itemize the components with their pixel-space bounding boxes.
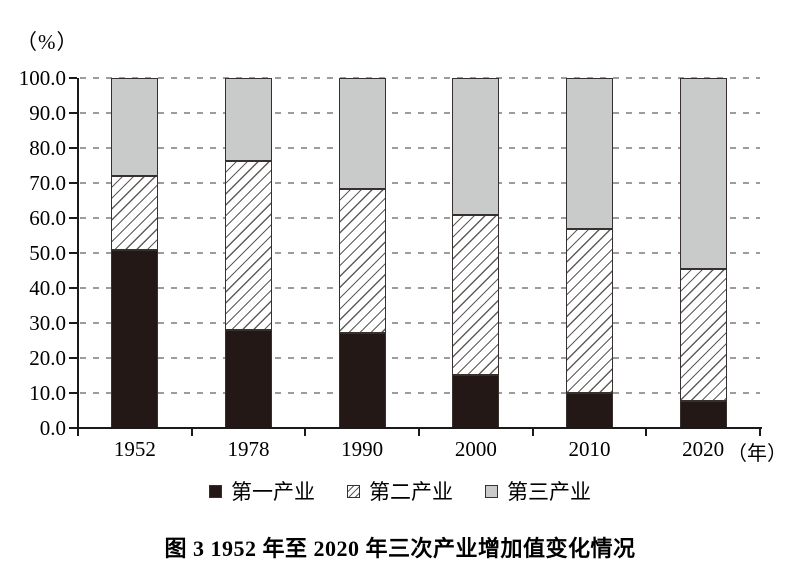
gridline-80 xyxy=(80,147,760,149)
legend: 第一产业 第二产业 第三产业 xyxy=(0,476,800,506)
y-axis-tick-label-20.0: 20.0 xyxy=(29,346,66,370)
legend-label-0: 第一产业 xyxy=(231,480,315,504)
x-axis-unit-label: （年） xyxy=(727,443,787,465)
gridline-100 xyxy=(80,77,760,79)
x-axis-label-1978: 1978 xyxy=(227,437,270,461)
gridline-40 xyxy=(80,287,760,289)
bar-2000-第二产业 xyxy=(452,214,500,376)
bar-2020-第一产业 xyxy=(679,401,727,428)
bar-1978-第一产业 xyxy=(225,329,272,428)
legend-item-2: 第三产业 xyxy=(485,476,591,506)
x-axis-label-1990: 1990 xyxy=(341,437,384,461)
gridline-10 xyxy=(80,392,760,394)
y-axis-tick-30.0 xyxy=(69,322,77,324)
bar-2000-第三产业 xyxy=(452,78,500,215)
gridline-50 xyxy=(80,252,760,254)
x-axis-line xyxy=(77,427,762,429)
x-axis-tick-1 xyxy=(190,429,193,436)
legend-swatch-solid-black xyxy=(209,484,222,498)
bar-1990-第三产业 xyxy=(338,78,386,189)
y-axis-tick-10.0 xyxy=(69,392,77,394)
gridline-60 xyxy=(80,217,760,219)
bar-1990-第二产业 xyxy=(338,188,386,334)
y-axis-tick-70.0 xyxy=(69,182,77,184)
x-axis-label-2000: 2000 xyxy=(454,437,497,461)
gridline-70 xyxy=(80,182,760,184)
y-axis-tick-90.0 xyxy=(69,112,77,114)
plot-area xyxy=(78,77,760,428)
y-axis-tick-label-10.0: 10.0 xyxy=(29,381,66,405)
legend-swatch-solid-gray xyxy=(485,484,498,498)
y-axis-tick-label-40.0: 40.0 xyxy=(29,276,66,300)
bar-2000-第一产业 xyxy=(452,375,500,428)
bar-2010-第三产业 xyxy=(566,78,613,230)
y-axis-tick-80.0 xyxy=(69,147,77,149)
x-axis-tick-0 xyxy=(77,429,79,436)
x-axis-tick-3 xyxy=(418,429,420,436)
y-axis-unit-label: （%） xyxy=(16,30,79,54)
bar-1978-第三产业 xyxy=(225,78,272,161)
gridline-30 xyxy=(80,322,760,324)
bar-1952-第二产业 xyxy=(111,176,159,250)
legend-swatch-diagonal-hatch xyxy=(347,484,360,498)
bar-2010-第一产业 xyxy=(566,392,613,428)
y-axis-tick-label-100.0: 100.0 xyxy=(18,66,66,90)
y-axis-tick-label-70.0: 70.0 xyxy=(29,171,66,195)
x-axis-tick-4 xyxy=(531,429,534,436)
y-axis-tick-40.0 xyxy=(69,287,77,289)
x-axis-tick-6 xyxy=(759,429,761,436)
y-axis-tick-label-0.0: 0.0 xyxy=(39,416,66,440)
x-axis-label-2020: 2020 xyxy=(682,437,725,461)
legend-item-1: 第二产业 xyxy=(347,476,453,506)
x-axis-label-2010: 2010 xyxy=(568,437,611,461)
y-axis-tick-label-50.0: 50.0 xyxy=(29,241,66,265)
legend-label-1: 第二产业 xyxy=(369,480,453,504)
y-axis-tick-20.0 xyxy=(69,357,77,359)
bar-1952-第三产业 xyxy=(111,78,159,177)
gridline-20 xyxy=(80,357,760,359)
y-axis-tick-label-60.0: 60.0 xyxy=(29,206,66,230)
bar-2020-第二产业 xyxy=(679,268,727,402)
y-axis-tick-100.0 xyxy=(69,77,77,79)
legend-label-2: 第三产业 xyxy=(507,480,591,504)
y-axis-tick-label-30.0: 30.0 xyxy=(29,311,66,335)
bar-2020-第三产业 xyxy=(679,78,727,269)
y-axis-tick-0.0 xyxy=(69,427,77,429)
bar-1990-第一产业 xyxy=(338,333,386,428)
bar-1952-第一产业 xyxy=(111,249,159,428)
x-axis-tick-5 xyxy=(645,429,648,436)
y-axis-line xyxy=(77,78,79,429)
y-axis-tick-label-90.0: 90.0 xyxy=(29,101,66,125)
x-axis-label-1952: 1952 xyxy=(113,437,156,461)
legend-item-0: 第一产业 xyxy=(209,476,315,506)
bar-2010-第二产业 xyxy=(566,229,613,393)
y-axis-tick-label-80.0: 80.0 xyxy=(29,136,66,160)
y-axis-tick-50.0 xyxy=(69,252,77,254)
bar-1978-第二产业 xyxy=(225,160,272,330)
figure-caption: 图 3 1952 年至 2020 年三次产业增加值变化情况 xyxy=(164,536,636,561)
y-axis-tick-60.0 xyxy=(69,217,77,219)
x-axis-tick-2 xyxy=(304,429,307,436)
gridline-90 xyxy=(80,112,760,114)
